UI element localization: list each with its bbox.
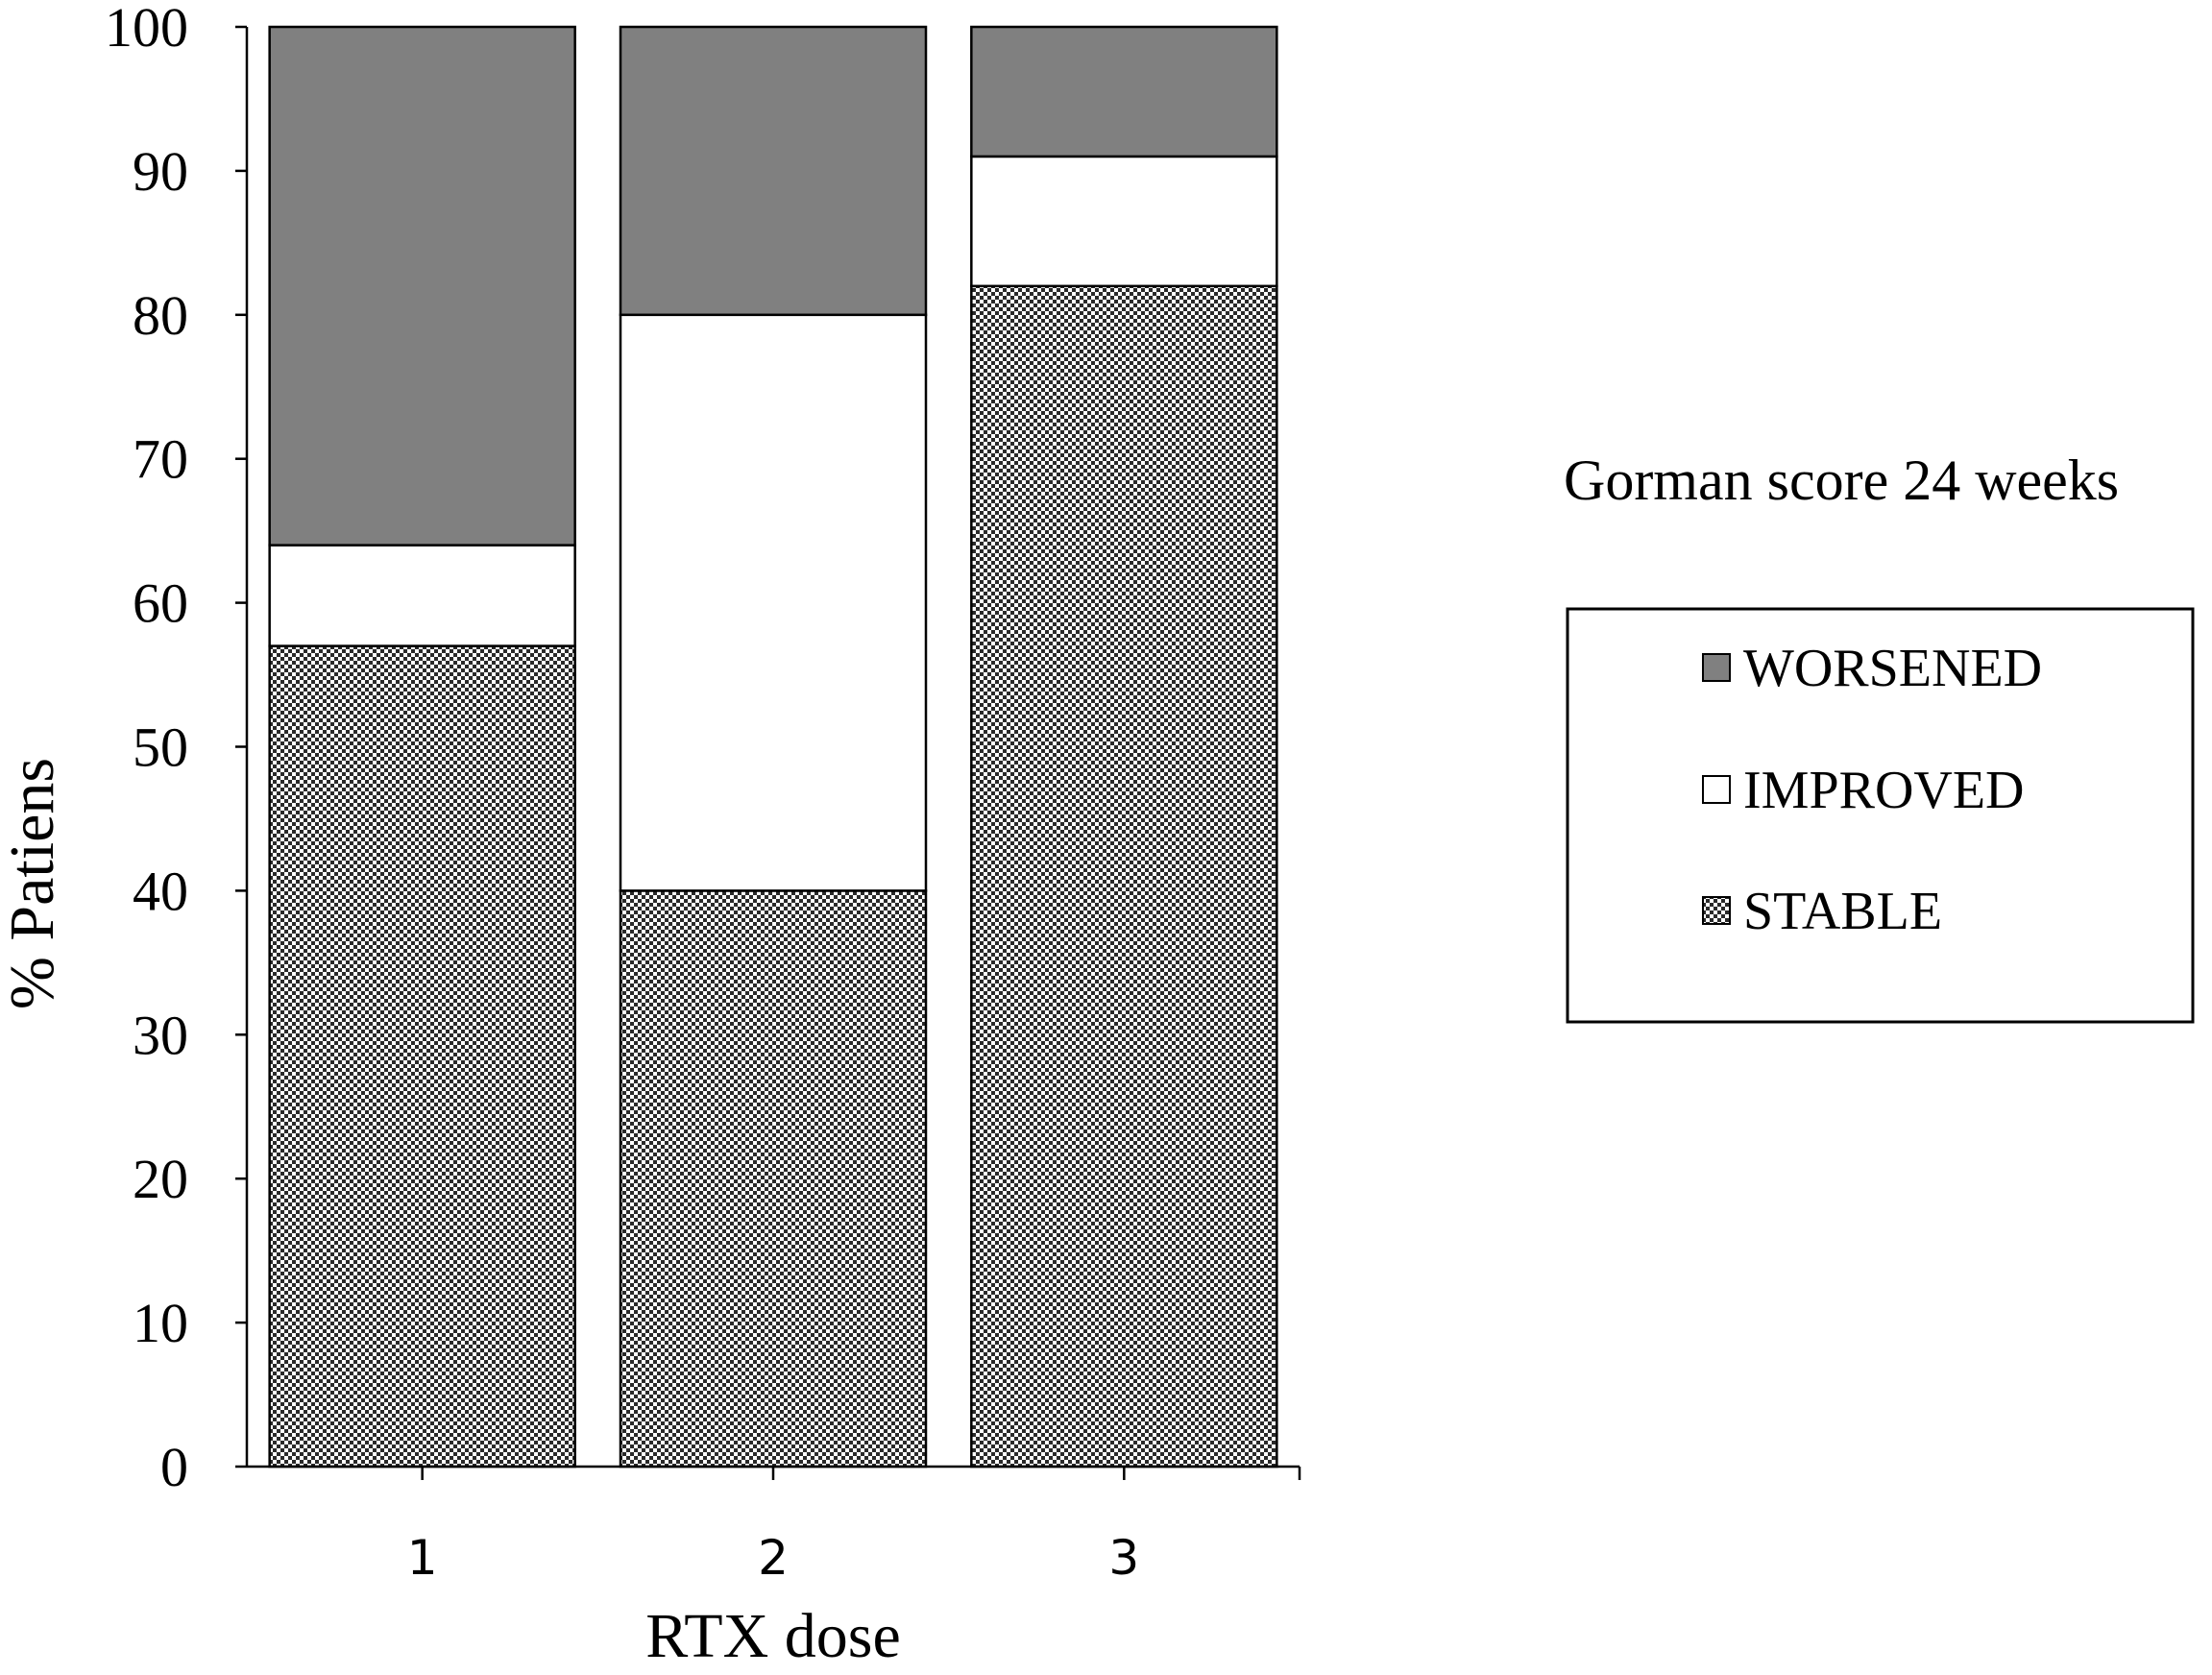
y-tick-label: 70	[133, 428, 188, 491]
legend-swatch-worsened	[1702, 653, 1731, 682]
y-tick-label: 10	[133, 1292, 188, 1354]
x-axis-label: RTX dose	[645, 1601, 901, 1671]
y-tick-label: 90	[133, 140, 188, 203]
bars-group	[268, 25, 1278, 1469]
legend-swatch-stable	[1702, 896, 1731, 925]
x-axis: 1 2 3	[247, 1465, 1301, 1586]
y-tick-label: 0	[160, 1436, 188, 1498]
legend: Gorman score 24 weeks WORSENED IMPROVED ST…	[1564, 449, 2195, 1024]
legend-title: Gorman score 24 weeks	[1564, 449, 2119, 512]
bar-worsened-1	[268, 25, 576, 546]
bar-worsened-3	[970, 25, 1278, 158]
y-tick-label: 60	[133, 572, 188, 635]
x-tick-label: 3	[1108, 1530, 1139, 1586]
bar-improved-2	[619, 313, 928, 892]
y-tick-label: 50	[133, 716, 188, 779]
y-tick-label: 30	[133, 1004, 188, 1066]
bar-stable-1	[268, 644, 576, 1469]
y-tick-label: 40	[133, 860, 188, 922]
legend-swatch-improved	[1702, 775, 1731, 804]
bar-improved-3	[970, 155, 1278, 288]
y-axis: 0 10 20 30 40 50 60 70 80 90 100	[105, 0, 249, 1498]
bar-stable-2	[619, 889, 928, 1469]
bar-improved-1	[268, 544, 576, 647]
legend-box	[1566, 607, 2195, 1024]
y-tick-label: 20	[133, 1148, 188, 1210]
y-tick-label: 80	[133, 284, 188, 347]
bar-worsened-2	[619, 25, 928, 317]
y-axis-label: % Patiens	[0, 758, 67, 1009]
legend-label-improved: IMPROVED	[1743, 761, 2024, 820]
bar-stable-3	[970, 284, 1278, 1469]
y-tick-label: 100	[105, 0, 188, 59]
legend-label-stable: STABLE	[1743, 882, 1942, 941]
x-tick-label: 1	[407, 1530, 438, 1586]
legend-label-worsened: WORSENED	[1743, 639, 2042, 698]
x-tick-label: 2	[758, 1530, 789, 1586]
